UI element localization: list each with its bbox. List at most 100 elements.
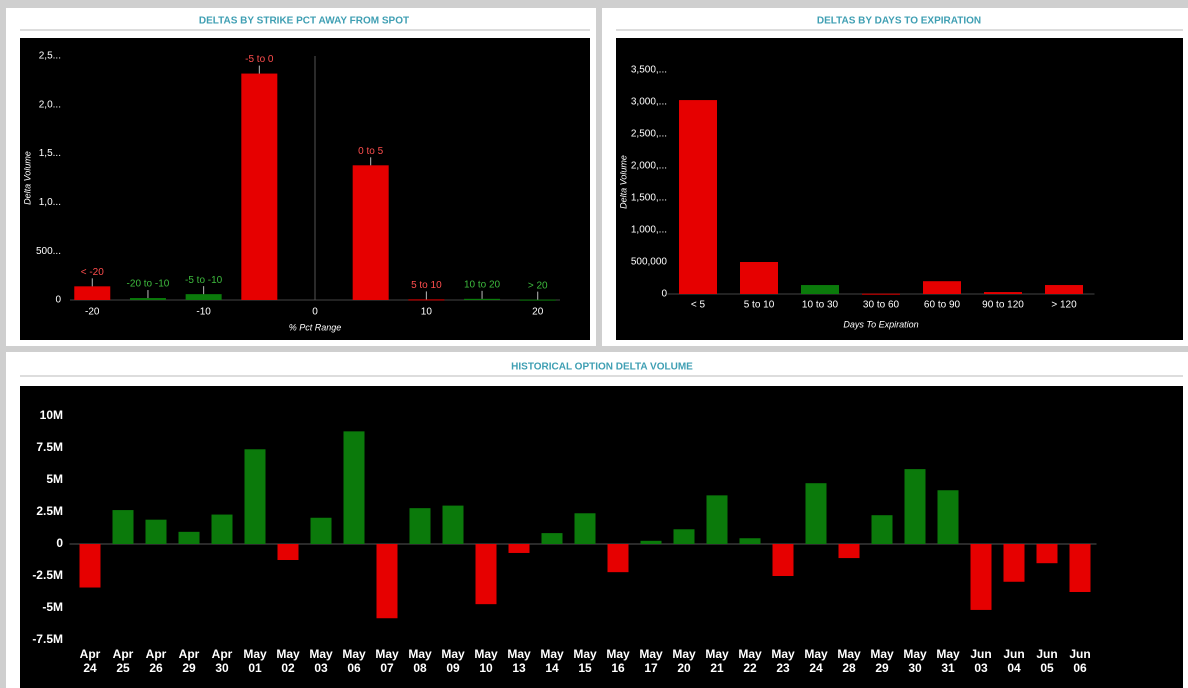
x-tick-label: May 31 xyxy=(936,647,960,675)
x-tick-label: May 28 xyxy=(837,647,861,675)
x-tick-label: 20 xyxy=(532,307,544,318)
x-tick-label: Jun 06 xyxy=(1069,647,1091,675)
y-tick-label: -2.5M xyxy=(32,568,63,582)
y-tick-label: 1,5... xyxy=(39,148,61,159)
bar xyxy=(772,544,794,576)
x-tick-label: May 21 xyxy=(705,647,729,675)
bar xyxy=(1069,544,1091,592)
y-tick-label: 500... xyxy=(36,246,61,257)
bar xyxy=(178,531,200,544)
y-tick-label: 500,000 xyxy=(631,257,668,268)
bar xyxy=(1036,544,1058,564)
bar-label: > 20 xyxy=(528,280,548,291)
y-tick-label: 3,500,... xyxy=(631,65,667,76)
x-tick-label: May 13 xyxy=(507,647,531,675)
x-tick-label: Jun 04 xyxy=(1003,647,1025,675)
x-tick-label: Jun 05 xyxy=(1036,647,1058,675)
bar xyxy=(508,544,530,553)
bar xyxy=(464,298,501,300)
bar xyxy=(211,514,233,544)
x-tick-label: > 120 xyxy=(1051,300,1077,311)
bar xyxy=(74,286,111,300)
x-tick-label: May 23 xyxy=(771,647,795,675)
y-tick-label: 1,000,... xyxy=(631,225,667,236)
bar-label: 0 to 5 xyxy=(358,146,383,157)
y-tick-label: 1,0... xyxy=(39,197,61,208)
x-tick-label: May 01 xyxy=(243,647,267,675)
x-axis-title: % Pct Range xyxy=(289,322,342,332)
bar xyxy=(310,517,332,544)
bar xyxy=(409,508,431,544)
bar xyxy=(937,490,959,544)
bar-label: < -20 xyxy=(81,267,105,278)
x-tick-label: 30 to 60 xyxy=(863,300,900,311)
bar xyxy=(607,544,629,573)
bar xyxy=(376,544,398,619)
bar xyxy=(923,281,961,294)
y-tick-label: 2,000,... xyxy=(631,161,667,172)
bar xyxy=(574,513,596,544)
y-tick-label: 0 xyxy=(55,295,61,306)
bar xyxy=(244,449,266,544)
bar-label: -20 to -10 xyxy=(127,279,170,290)
x-tick-label: -20 xyxy=(85,307,100,318)
x-tick-label: 0 xyxy=(312,307,318,318)
bar-label: -5 to -10 xyxy=(185,275,223,286)
x-tick-label: 5 to 10 xyxy=(744,300,775,311)
x-tick-label: 10 to 30 xyxy=(802,300,839,311)
bar xyxy=(739,538,761,544)
y-axis-title: Delta Volume xyxy=(22,151,32,205)
x-tick-label: May 17 xyxy=(639,647,663,675)
x-tick-label: Apr 26 xyxy=(145,647,167,675)
bar xyxy=(801,285,839,294)
x-tick-label: 90 to 120 xyxy=(982,300,1024,311)
bar xyxy=(112,510,134,544)
bar xyxy=(706,495,728,544)
y-tick-label: 0 xyxy=(661,289,667,300)
bar xyxy=(984,292,1022,294)
y-tick-label: 2,5... xyxy=(39,51,61,62)
bar-label: 5 to 10 xyxy=(411,280,442,291)
x-tick-label: May 15 xyxy=(573,647,597,675)
bar xyxy=(541,533,563,544)
bar xyxy=(862,293,900,295)
y-tick-label: 10M xyxy=(40,408,63,422)
y-tick-label: 0 xyxy=(56,536,63,550)
chart-title: DELTAS BY STRIKE PCT AWAY FROM SPOT xyxy=(199,16,409,27)
y-tick-label: 3,000,... xyxy=(631,97,667,108)
y-tick-label: 5M xyxy=(46,472,63,486)
bar xyxy=(343,431,365,544)
bar xyxy=(805,483,827,544)
x-tick-label: May 08 xyxy=(408,647,432,675)
x-tick-label: May 02 xyxy=(276,647,300,675)
x-tick-label: Apr 29 xyxy=(178,647,200,675)
x-tick-label: May 06 xyxy=(342,647,366,675)
x-tick-label: Apr 25 xyxy=(112,647,134,675)
bar xyxy=(145,519,167,544)
y-tick-label: 1,500,... xyxy=(631,193,667,204)
x-tick-label: May 09 xyxy=(441,647,465,675)
bar xyxy=(871,515,893,544)
chart-title: DELTAS BY DAYS TO EXPIRATION xyxy=(817,16,981,27)
bar xyxy=(277,544,299,560)
y-tick-label: 7.5M xyxy=(36,440,63,454)
y-axis-title: Delta Volume xyxy=(618,155,628,209)
bar xyxy=(129,298,166,300)
x-tick-label: Apr 24 xyxy=(79,647,101,675)
bar-label: 10 to 20 xyxy=(464,279,501,290)
bar xyxy=(442,505,464,544)
y-tick-label: 2,500,... xyxy=(631,129,667,140)
y-tick-label: 2.5M xyxy=(36,504,63,518)
chart-title: HISTORICAL OPTION DELTA VOLUME xyxy=(511,362,693,373)
bar xyxy=(185,294,222,300)
bar xyxy=(408,299,445,301)
x-tick-label: May 29 xyxy=(870,647,894,675)
x-tick-label: 60 to 90 xyxy=(924,300,961,311)
bar xyxy=(1003,544,1025,582)
x-tick-label: May 14 xyxy=(540,647,564,675)
bar xyxy=(475,544,497,605)
bar xyxy=(904,469,926,544)
y-tick-label: 2,0... xyxy=(39,99,61,110)
